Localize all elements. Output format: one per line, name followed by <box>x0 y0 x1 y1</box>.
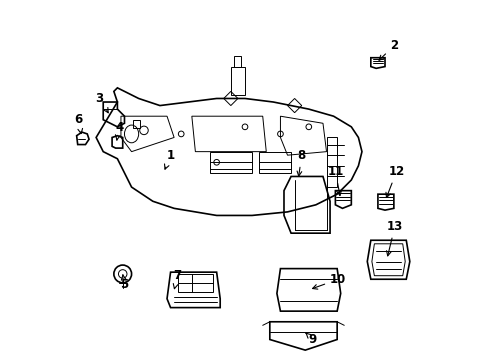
Text: 13: 13 <box>387 220 403 256</box>
Text: 1: 1 <box>165 149 174 169</box>
Text: 9: 9 <box>306 333 317 346</box>
Text: 8: 8 <box>297 149 306 176</box>
Text: 5: 5 <box>121 275 128 291</box>
Text: 3: 3 <box>96 92 108 113</box>
Text: 7: 7 <box>173 269 182 289</box>
Text: 4: 4 <box>115 121 123 140</box>
Text: 6: 6 <box>74 113 82 134</box>
Text: 12: 12 <box>386 165 405 198</box>
Text: 2: 2 <box>379 39 398 60</box>
Text: 11: 11 <box>327 165 343 195</box>
Text: 10: 10 <box>313 273 346 289</box>
